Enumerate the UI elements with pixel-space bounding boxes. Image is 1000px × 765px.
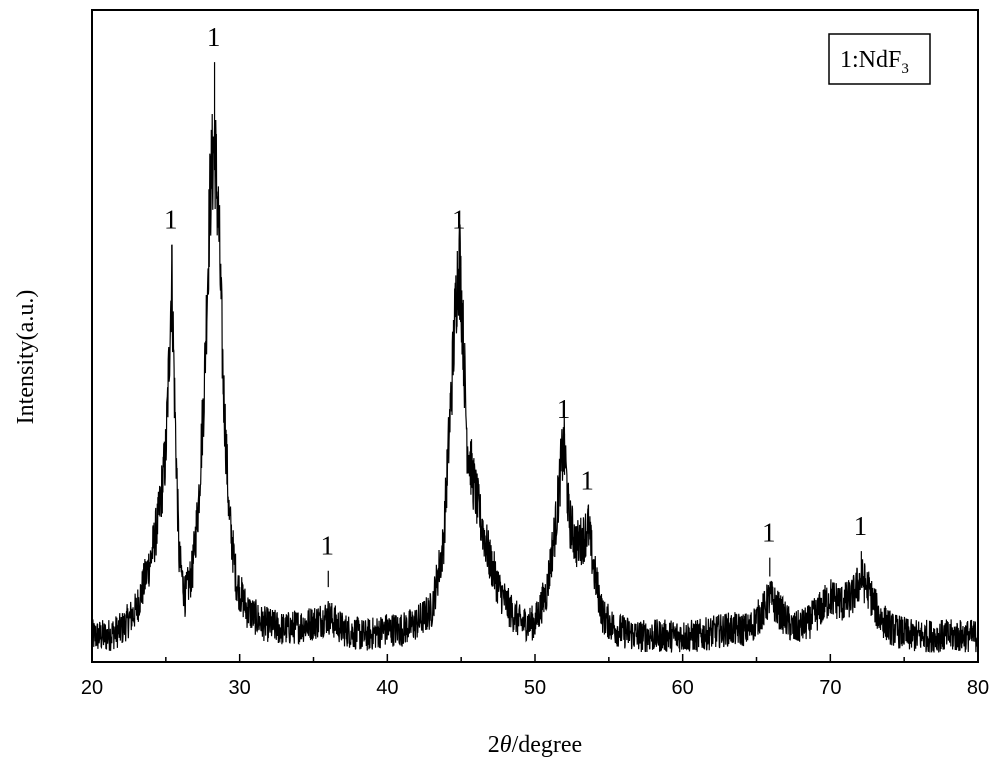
x-tick-label: 80 (967, 677, 989, 699)
legend-text-sub: 3 (901, 61, 909, 77)
x-axis-label-prefix: 2 (488, 732, 500, 758)
legend-text-main: 1:NdF (840, 47, 901, 73)
peak-label: 1 (557, 394, 571, 424)
legend-box: 1:NdF3 (828, 33, 931, 85)
peak-label: 1 (580, 466, 594, 496)
x-tick-label: 70 (819, 677, 841, 699)
peak-label: 1 (164, 205, 178, 235)
x-tick-label: 40 (376, 677, 398, 699)
x-axis: 20 30 40 50 60 70 80 (81, 654, 989, 699)
peak-labels: 1 1 1 1 1 1 1 1 (164, 22, 867, 561)
x-tick-label: 60 (672, 677, 694, 699)
peak-label: 1 (207, 22, 221, 52)
y-axis-label: Intensity(a.u.) (13, 290, 39, 425)
x-tick-label: 50 (524, 677, 546, 699)
x-axis-label: 2θ/degree (488, 732, 582, 758)
peak-label: 1 (854, 511, 868, 541)
peak-label: 1 (321, 531, 335, 561)
x-axis-label-symbol: θ (500, 732, 512, 758)
plot-area-frame (91, 9, 979, 663)
peak-label: 1 (452, 205, 466, 235)
svg-text:1:NdF3: 1:NdF3 (840, 47, 909, 77)
series-line (93, 62, 977, 653)
x-tick-label: 20 (81, 677, 103, 699)
peak-label: 1 (762, 518, 776, 548)
x-axis-label-suffix: /degree (512, 732, 583, 758)
x-tick-label: 30 (229, 677, 251, 699)
